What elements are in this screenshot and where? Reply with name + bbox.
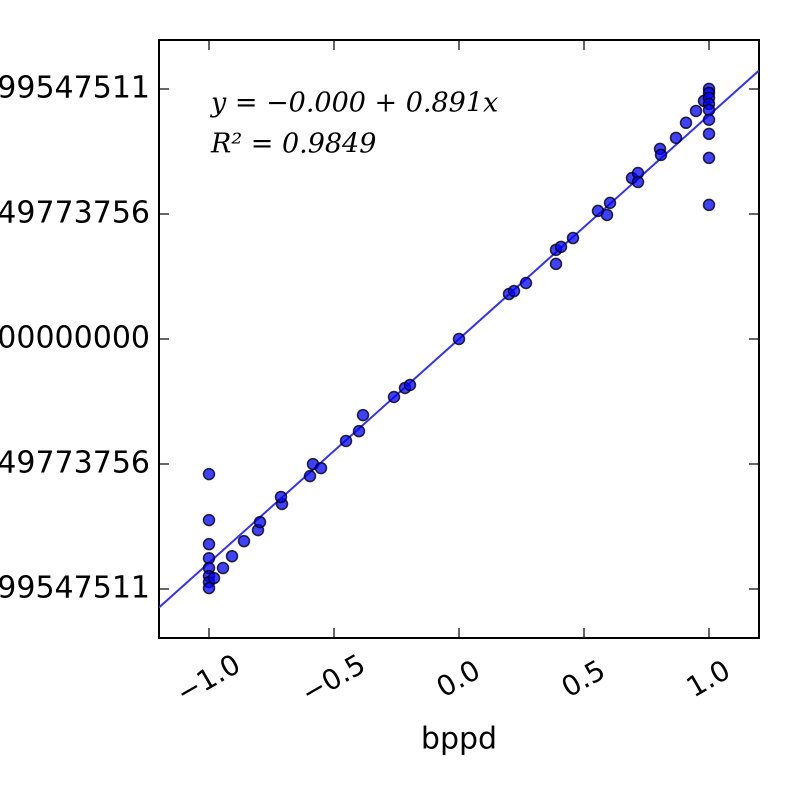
point xyxy=(202,513,216,527)
point xyxy=(600,208,614,222)
point xyxy=(519,276,533,290)
point xyxy=(202,537,216,551)
point xyxy=(202,581,216,595)
point xyxy=(689,104,703,118)
y-tick-label: −0.49773756 xyxy=(0,445,150,480)
point xyxy=(202,467,216,481)
point xyxy=(216,561,230,575)
point xyxy=(274,490,288,504)
point xyxy=(352,424,366,438)
point xyxy=(356,408,370,422)
point xyxy=(387,390,401,404)
point xyxy=(339,434,353,448)
point xyxy=(225,549,239,563)
point xyxy=(679,116,693,130)
y-tick-label: 0.49773756 xyxy=(0,196,150,231)
point xyxy=(452,332,466,346)
point xyxy=(702,198,716,212)
equation: y = −0.000 + 0.891x xyxy=(210,88,498,119)
x-tick-label: 1.0 xyxy=(681,653,736,704)
point xyxy=(702,127,716,141)
y-tick-label: −0.99547511 xyxy=(0,570,150,605)
point xyxy=(237,534,251,548)
point xyxy=(314,461,328,475)
point xyxy=(207,571,221,585)
x-tick-label: −0.5 xyxy=(296,647,371,710)
point xyxy=(654,148,668,162)
x-tick-label: 0.5 xyxy=(556,653,611,704)
point xyxy=(554,240,568,254)
y-tick-label: 0.99547511 xyxy=(0,71,150,106)
point xyxy=(702,113,716,127)
r-squared: R² = 0.9849 xyxy=(210,129,376,160)
point xyxy=(549,257,563,271)
x-axis-label: bppd xyxy=(421,722,497,757)
point xyxy=(669,131,683,145)
x-tick-label: −1.0 xyxy=(171,647,246,710)
x-tick-label: 0.0 xyxy=(431,653,486,704)
y-tick-label: 0.00000000 xyxy=(0,321,150,356)
point xyxy=(507,284,521,298)
point xyxy=(702,151,716,165)
point xyxy=(403,378,417,392)
point xyxy=(253,515,267,529)
point xyxy=(303,469,317,483)
point xyxy=(603,196,617,210)
point xyxy=(631,175,645,189)
point xyxy=(566,231,580,245)
